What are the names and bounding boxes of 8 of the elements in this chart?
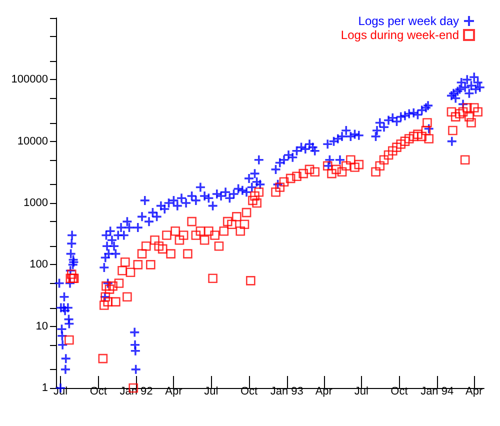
y-tick-label: 1000 <box>24 197 48 209</box>
legend-label: Logs during week-end <box>340 28 459 42</box>
y-tick-label: 1 <box>42 382 48 394</box>
y-tick-label: 10 <box>36 320 48 332</box>
legend-label: Logs per week day <box>358 14 459 28</box>
y-tick-label: 100000 <box>11 74 48 86</box>
y-tick-label: 100 <box>30 258 48 271</box>
y-tick-label: 10000 <box>17 135 48 148</box>
